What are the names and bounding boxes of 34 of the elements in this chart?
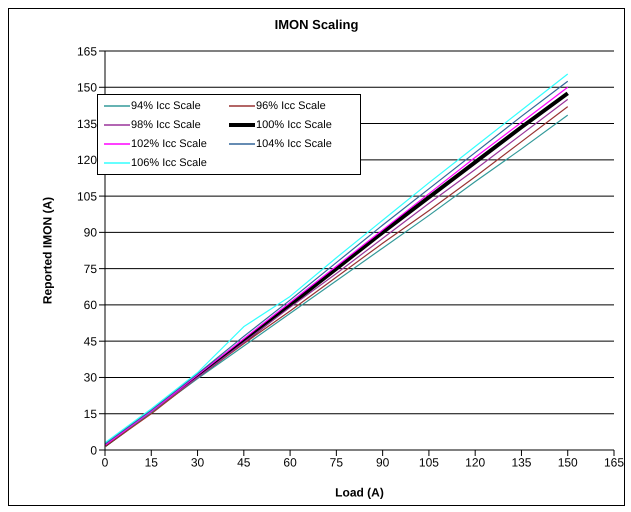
legend-label: 100% Icc Scale — [256, 119, 332, 131]
x-tick-label: 0 — [102, 456, 109, 470]
chart-title: IMON Scaling — [274, 17, 360, 32]
y-tick-label: 60 — [84, 298, 98, 312]
legend-label: 98% Icc Scale — [131, 119, 201, 131]
y-tick-label: 0 — [90, 443, 98, 458]
legend-label: 102% Icc Scale — [131, 138, 207, 150]
x-tick-label: 120 — [465, 456, 486, 470]
x-tick-label: 45 — [237, 456, 251, 470]
x-tick-label: 15 — [144, 456, 158, 470]
legend-label: 94% Icc Scale — [131, 100, 201, 112]
x-tick-label: 60 — [283, 456, 298, 470]
y-tick-label: 165 — [76, 44, 98, 58]
y-tick-label: 75 — [84, 262, 98, 276]
x-tick-label: 105 — [418, 456, 440, 470]
legend-label: 104% Icc Scale — [256, 138, 332, 150]
y-tick-label: 135 — [76, 116, 98, 131]
y-tick-label: 105 — [76, 189, 98, 204]
x-tick-label: 30 — [190, 456, 205, 470]
y-tick-label: 30 — [84, 370, 98, 385]
y-tick-label: 15 — [84, 406, 98, 421]
x-tick-label: 90 — [376, 456, 390, 470]
legend-label: 106% Icc Scale — [131, 157, 207, 169]
y-tick-label: 45 — [84, 334, 98, 348]
y-tick-label: 120 — [76, 153, 98, 168]
x-tick-label: 150 — [558, 456, 578, 470]
y-axis-title: Reported IMON (A) — [40, 196, 54, 304]
y-tick-label: 150 — [76, 80, 98, 95]
legend-label: 96% Icc Scale — [256, 100, 326, 112]
x-tick-label: 135 — [511, 456, 532, 470]
x-axis-title: Load (A) — [335, 486, 384, 500]
x-tick-label: 75 — [330, 456, 344, 470]
y-tick-label: 90 — [84, 226, 98, 240]
x-tick-label: 165 — [604, 456, 624, 470]
